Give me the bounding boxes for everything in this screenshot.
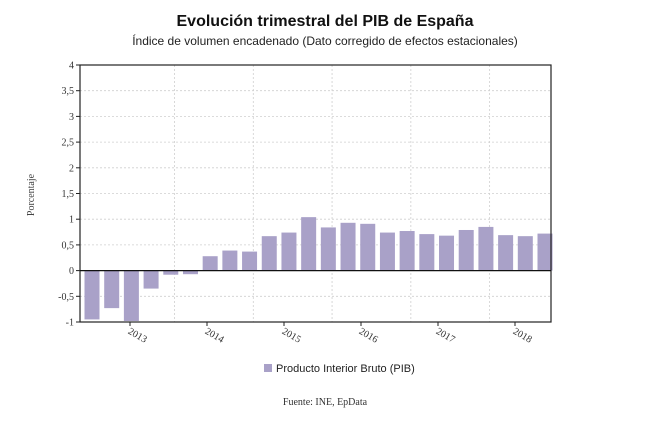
chart-title: Evolución trimestral del PIB de España bbox=[177, 13, 474, 30]
bar bbox=[399, 231, 415, 271]
bar bbox=[261, 236, 277, 271]
bar bbox=[123, 270, 139, 321]
y-tick-label: 4 bbox=[69, 61, 74, 72]
chart-subtitle: Índice de volumen encadenado (Dato corre… bbox=[132, 33, 518, 48]
legend-label: Producto Interior Bruto (PIB) bbox=[276, 363, 415, 375]
bar bbox=[360, 223, 376, 271]
x-tick-label: 2018 bbox=[511, 326, 534, 346]
x-ticks: 2013 2014 2015 2016 2017 2018 bbox=[126, 322, 534, 346]
bar bbox=[222, 250, 238, 271]
y-tick-label: 2 bbox=[69, 163, 74, 174]
x-tick-label: 2014 bbox=[203, 326, 226, 346]
x-tick-label: 2015 bbox=[280, 326, 303, 346]
bar bbox=[242, 251, 258, 271]
y-axis-label: Porcentaje bbox=[26, 173, 37, 216]
bar bbox=[439, 235, 455, 271]
x-tick-label: 2016 bbox=[357, 326, 380, 346]
source-note: Fuente: INE, EpData bbox=[283, 397, 368, 408]
legend: Producto Interior Bruto (PIB) bbox=[264, 363, 415, 375]
bar bbox=[498, 235, 514, 271]
bar bbox=[517, 236, 533, 271]
y-tick-label: -1 bbox=[66, 318, 74, 329]
bar bbox=[537, 233, 553, 271]
bar bbox=[458, 229, 474, 271]
x-tick-label: 2013 bbox=[126, 326, 149, 346]
y-tick-label: 3 bbox=[69, 112, 74, 123]
y-tick-label: 2,5 bbox=[62, 138, 75, 149]
bar bbox=[419, 234, 435, 271]
y-tick-label: 1,5 bbox=[62, 189, 75, 200]
y-tick-label: 0,5 bbox=[62, 240, 75, 251]
bar bbox=[163, 270, 179, 275]
bar bbox=[84, 270, 100, 320]
y-tick-label: 3,5 bbox=[62, 86, 75, 97]
bar bbox=[478, 226, 494, 271]
y-tick-label: -0,5 bbox=[58, 292, 74, 303]
bar bbox=[301, 217, 317, 271]
bars bbox=[84, 217, 553, 321]
y-tick-label: 0 bbox=[69, 266, 74, 277]
y-tick-label: 1 bbox=[69, 215, 74, 226]
bar bbox=[143, 270, 159, 289]
bar bbox=[182, 270, 198, 275]
x-tick-label: 2017 bbox=[434, 326, 457, 346]
bar bbox=[281, 232, 297, 271]
bar bbox=[379, 232, 395, 271]
bar bbox=[340, 222, 356, 271]
bar bbox=[320, 227, 336, 271]
legend-swatch bbox=[264, 364, 272, 372]
bar bbox=[202, 256, 218, 271]
bar bbox=[104, 270, 120, 309]
y-ticks: -1 -0,5 0 0,5 1 1,5 2 2,5 3 3,5 4 bbox=[58, 61, 80, 329]
